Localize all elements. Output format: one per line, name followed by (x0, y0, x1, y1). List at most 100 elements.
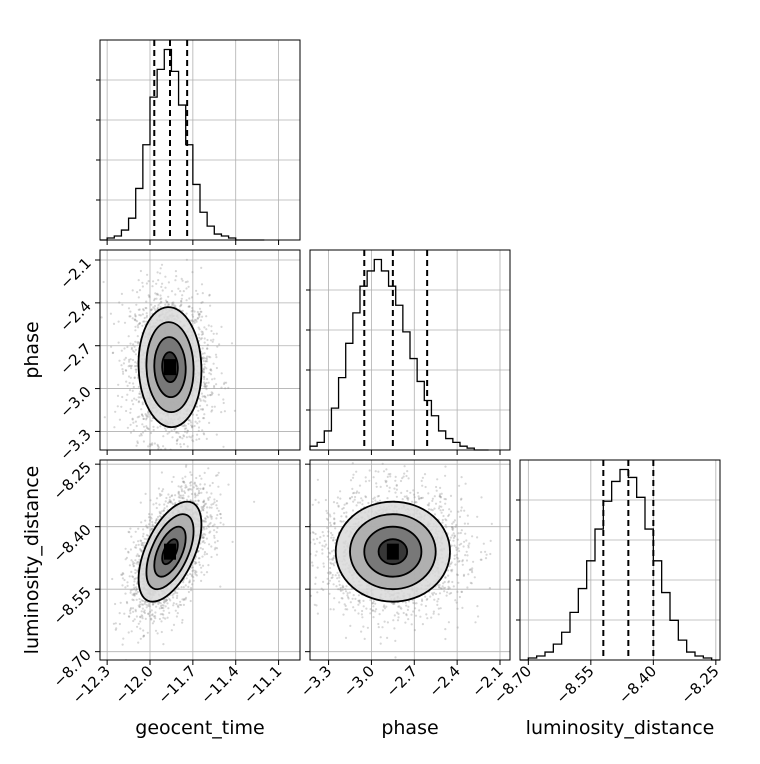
sample-point (138, 623, 140, 625)
sample-point (138, 598, 140, 600)
sample-point (141, 423, 143, 425)
sample-point (168, 612, 170, 614)
sample-point (191, 493, 193, 495)
sample-point (208, 382, 210, 384)
sample-point (194, 425, 196, 427)
sample-point (207, 525, 209, 527)
sample-point (150, 516, 152, 518)
sample-point (204, 534, 206, 536)
sample-point (167, 296, 169, 298)
sample-point (216, 474, 218, 476)
sample-point (216, 333, 218, 335)
sample-point (178, 492, 180, 494)
sample-point (171, 436, 173, 438)
sample-point (164, 618, 166, 620)
sample-point (129, 564, 131, 566)
sample-point (134, 559, 136, 561)
sample-point (113, 623, 115, 625)
sample-point (361, 499, 363, 501)
sample-point (218, 343, 220, 345)
sample-point (425, 613, 427, 615)
panel-frame (100, 460, 300, 660)
sample-point (207, 467, 209, 469)
sample-point (220, 326, 222, 328)
sample-point (234, 410, 236, 412)
sample-point (191, 439, 193, 441)
sample-point (168, 304, 170, 306)
sample-point (133, 580, 135, 582)
sample-point (418, 609, 420, 611)
sample-point (126, 346, 128, 348)
sample-point (169, 496, 171, 498)
sample-point (147, 416, 149, 418)
sample-point (376, 486, 378, 488)
sample-point (132, 382, 134, 384)
sample-point (142, 629, 144, 631)
sample-point (103, 281, 105, 283)
sample-point (404, 465, 406, 467)
sample-point (407, 609, 409, 611)
sample-point (121, 396, 123, 398)
sample-point (213, 524, 215, 526)
x-tick-label: −12.0 (112, 662, 157, 707)
sample-point (143, 426, 145, 428)
sample-point (179, 601, 181, 603)
sample-point (130, 432, 132, 434)
sample-point (148, 523, 150, 525)
sample-point (186, 436, 188, 438)
sample-point (158, 504, 160, 506)
sample-point (132, 418, 134, 420)
sample-point (133, 565, 135, 567)
sample-point (133, 584, 135, 586)
sample-point (200, 311, 202, 313)
sample-point (210, 368, 212, 370)
sample-point (160, 302, 162, 304)
sample-point (144, 317, 146, 319)
sample-point (182, 280, 184, 282)
sample-point (295, 549, 297, 551)
sample-point (393, 627, 395, 629)
sample-point (131, 400, 133, 402)
sample-point (152, 622, 154, 624)
sample-point (123, 613, 125, 615)
sample-point (185, 484, 187, 486)
sample-point (172, 456, 174, 458)
sample-point (145, 413, 147, 415)
sample-point (168, 281, 170, 283)
sample-point (456, 602, 458, 604)
sample-point (140, 521, 142, 523)
histogram-panel-geocent_time (96, 40, 300, 245)
sample-point (187, 445, 189, 447)
sample-point (169, 455, 171, 457)
sample-point (212, 339, 214, 341)
sample-point (132, 350, 134, 352)
sample-point (149, 499, 151, 501)
sample-point (136, 570, 138, 572)
sample-point (208, 422, 210, 424)
sample-point (143, 635, 145, 637)
sample-point (110, 313, 112, 315)
sample-point (133, 578, 135, 580)
sample-point (224, 387, 226, 389)
sample-point (132, 611, 134, 613)
sample-point (132, 561, 134, 563)
sample-point (145, 493, 147, 495)
sample-point (218, 510, 220, 512)
sample-point (190, 484, 192, 486)
joint-content (100, 451, 300, 661)
sample-point (219, 586, 221, 588)
sample-point (184, 598, 186, 600)
sample-point (204, 553, 206, 555)
sample-point (307, 546, 309, 548)
sample-point (351, 496, 353, 498)
sample-point (327, 531, 329, 533)
sample-point (164, 287, 166, 289)
sample-point (160, 483, 162, 485)
sample-point (164, 507, 166, 509)
sample-point (126, 557, 128, 559)
sample-point (140, 433, 142, 435)
sample-point (191, 296, 193, 298)
sample-point (177, 605, 179, 607)
sample-point (187, 430, 189, 432)
sample-point (177, 587, 179, 589)
